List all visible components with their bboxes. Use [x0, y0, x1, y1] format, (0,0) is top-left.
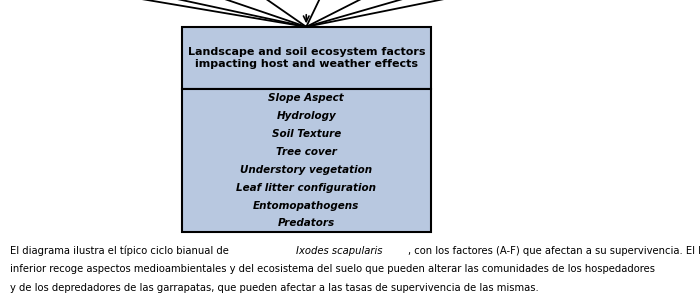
Text: Soil Texture: Soil Texture	[272, 129, 341, 139]
Text: inferior recoge aspectos medioambientales y del ecosistema del suelo que pueden : inferior recoge aspectos medioambientale…	[10, 264, 654, 274]
Text: Entomopathogens: Entomopathogens	[253, 201, 359, 211]
Text: Predators: Predators	[278, 218, 335, 229]
Text: y de los depredadores de las garrapatas, que pueden afectar a las tasas de super: y de los depredadores de las garrapatas,…	[10, 283, 538, 293]
Text: El diagrama ilustra el típico ciclo bianual de: El diagrama ilustra el típico ciclo bian…	[10, 246, 232, 256]
FancyBboxPatch shape	[182, 89, 430, 232]
Text: Leaf litter configuration: Leaf litter configuration	[237, 183, 377, 193]
Text: , con los factores (A-F) que afectan a su supervivencia. El listado: , con los factores (A-F) que afectan a s…	[408, 246, 700, 256]
Text: Ixodes scapularis: Ixodes scapularis	[296, 246, 383, 256]
Text: Slope Aspect: Slope Aspect	[268, 93, 344, 103]
Text: Tree cover: Tree cover	[276, 147, 337, 157]
Text: Landscape and soil ecosystem factors
impacting host and weather effects: Landscape and soil ecosystem factors imp…	[188, 47, 425, 69]
Text: Understory vegetation: Understory vegetation	[240, 165, 372, 175]
FancyBboxPatch shape	[182, 27, 430, 89]
Text: Hydrology: Hydrology	[276, 111, 336, 121]
